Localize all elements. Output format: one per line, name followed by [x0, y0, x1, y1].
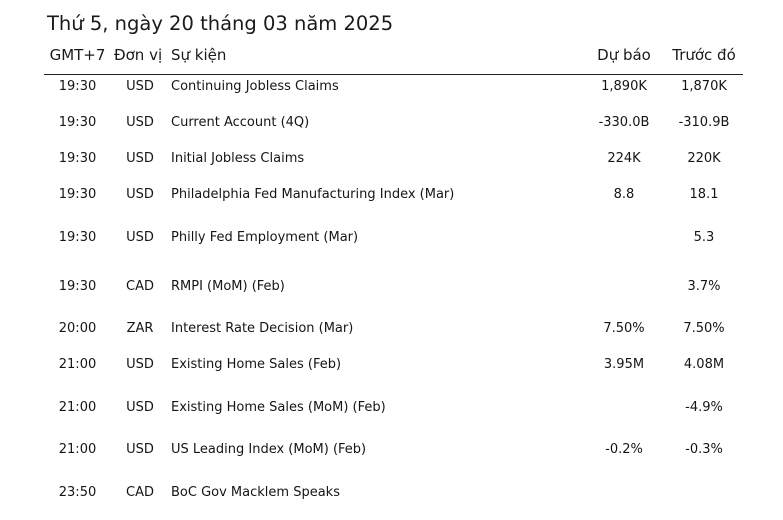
row-time: 21:00 [58, 442, 97, 457]
row-time: 23:50 [58, 485, 97, 500]
row-time: 21:00 [58, 357, 97, 372]
row-forecast: -0.2% [605, 442, 643, 457]
row-currency: USD [126, 115, 154, 130]
row-event: Philadelphia Fed Manufacturing Index (Ma… [171, 187, 455, 202]
row-time: 19:30 [58, 279, 97, 294]
column-header-event: Sự kiện [171, 46, 227, 64]
header-divider [44, 74, 743, 75]
table-row: 23:50 CAD BoC Gov Macklem Speaks [0, 485, 783, 505]
column-header-previous: Trước đó [672, 46, 736, 64]
row-event: Initial Jobless Claims [171, 151, 305, 166]
table-row: 21:00 USD US Leading Index (MoM) (Feb) -… [0, 442, 783, 462]
row-previous: -0.3% [685, 442, 723, 457]
row-event: RMPI (MoM) (Feb) [171, 279, 285, 294]
row-currency: USD [126, 187, 154, 202]
table-row: 19:30 USD Continuing Jobless Claims 1,89… [0, 79, 783, 99]
row-currency: USD [126, 151, 154, 166]
row-currency: CAD [126, 279, 154, 294]
row-event: Continuing Jobless Claims [171, 79, 339, 94]
table-row: 19:30 USD Philadelphia Fed Manufacturing… [0, 187, 783, 207]
row-event: Current Account (4Q) [171, 115, 310, 130]
row-forecast: 7.50% [603, 321, 645, 336]
row-currency: USD [126, 230, 154, 245]
table-row: 19:30 USD Philly Fed Employment (Mar) 5.… [0, 230, 783, 250]
page-title: Thứ 5, ngày 20 tháng 03 năm 2025 [47, 12, 394, 35]
row-currency: ZAR [126, 321, 154, 336]
column-header-time: GMT+7 [49, 46, 106, 64]
row-event: Interest Rate Decision (Mar) [171, 321, 354, 336]
row-event: US Leading Index (MoM) (Feb) [171, 442, 367, 457]
table-row: 19:30 USD Current Account (4Q) -330.0B -… [0, 115, 783, 135]
column-header-forecast: Dự báo [597, 46, 651, 64]
row-forecast: 224K [607, 151, 641, 166]
table-row: 21:00 USD Existing Home Sales (MoM) (Feb… [0, 400, 783, 420]
row-time: 21:00 [58, 400, 97, 415]
row-currency: USD [126, 357, 154, 372]
table-row: 20:00 ZAR Interest Rate Decision (Mar) 7… [0, 321, 783, 341]
column-header-currency: Đơn vị [114, 46, 163, 64]
row-currency: USD [126, 442, 154, 457]
row-event: Existing Home Sales (Feb) [171, 357, 342, 372]
row-time: 19:30 [58, 187, 97, 202]
row-currency: USD [126, 79, 154, 94]
table-row: 19:30 USD Initial Jobless Claims 224K 22… [0, 151, 783, 171]
row-currency: CAD [126, 485, 154, 500]
row-previous: -310.9B [678, 115, 730, 130]
row-time: 19:30 [58, 79, 97, 94]
row-time: 19:30 [58, 230, 97, 245]
row-previous: -4.9% [685, 400, 723, 415]
row-time: 19:30 [58, 115, 97, 130]
row-event: Existing Home Sales (MoM) (Feb) [171, 400, 386, 415]
row-previous: 220K [687, 151, 721, 166]
row-forecast: -330.0B [598, 115, 650, 130]
row-previous: 3.7% [687, 279, 721, 294]
row-previous: 18.1 [689, 187, 719, 202]
row-forecast: 1,890K [601, 79, 647, 94]
table-row: 21:00 USD Existing Home Sales (Feb) 3.95… [0, 357, 783, 377]
row-previous: 5.3 [693, 230, 715, 245]
row-previous: 7.50% [683, 321, 725, 336]
row-event: BoC Gov Macklem Speaks [171, 485, 340, 500]
table-header: GMT+7 Đơn vị Sự kiện Dự báo Trước đó [0, 46, 783, 74]
row-time: 19:30 [58, 151, 97, 166]
row-forecast: 8.8 [613, 187, 635, 202]
row-event: Philly Fed Employment (Mar) [171, 230, 359, 245]
row-time: 20:00 [58, 321, 97, 336]
row-currency: USD [126, 400, 154, 415]
row-previous: 1,870K [681, 79, 727, 94]
row-previous: 4.08M [683, 357, 725, 372]
row-forecast: 3.95M [603, 357, 645, 372]
table-row: 19:30 CAD RMPI (MoM) (Feb) 3.7% [0, 279, 783, 299]
